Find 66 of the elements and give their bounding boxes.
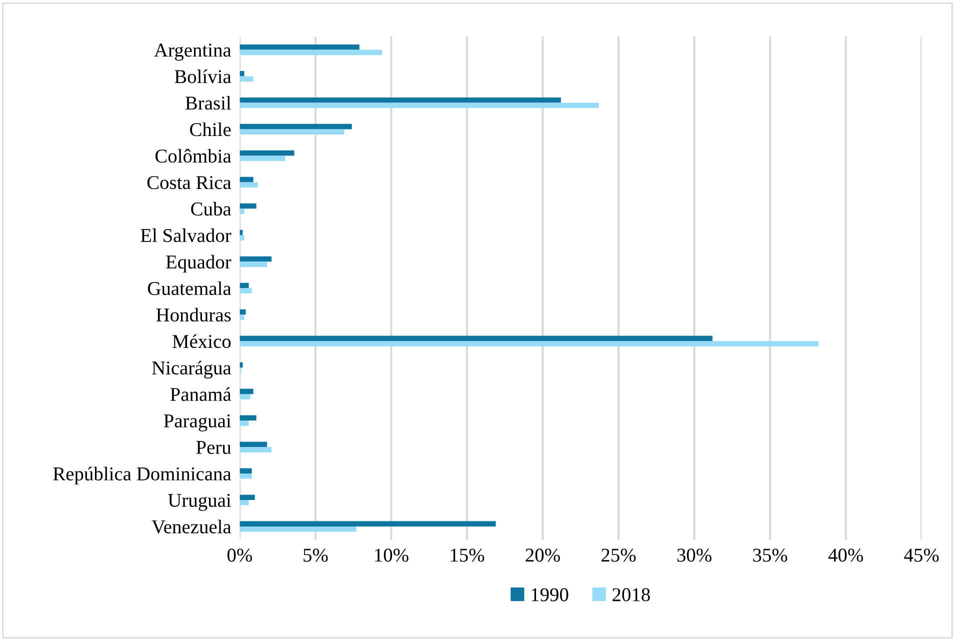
y-tick-label: El Salvador (140, 228, 232, 242)
x-tick-label: 5% (304, 548, 328, 562)
x-tick-label: 0% (227, 548, 252, 562)
bar (240, 336, 712, 342)
legend-label: 2018 (612, 588, 650, 602)
bar (240, 102, 599, 108)
bar (240, 447, 272, 452)
bar (240, 129, 344, 135)
bar (240, 526, 356, 532)
bar (240, 288, 252, 294)
y-tick-label: Costa Rica (147, 176, 232, 190)
x-tick-label: 35% (753, 548, 788, 562)
bar (240, 76, 254, 82)
x-tick-label: 40% (828, 548, 863, 562)
x-tick-label: 20% (526, 548, 560, 562)
bar (240, 442, 267, 448)
y-tick-label: Venezuela (152, 520, 232, 534)
bar (240, 70, 244, 76)
y-tick-label: Chile (190, 122, 231, 136)
bar (240, 124, 352, 130)
y-tick-label: México (172, 334, 231, 348)
bar (240, 394, 250, 400)
bar (240, 262, 267, 267)
legend-label: 1990 (532, 588, 568, 602)
y-tick-label: Guatemala (148, 281, 232, 296)
bar (240, 150, 294, 156)
y-tick-label: República Dominicana (53, 466, 232, 484)
y-tick-label: Cuba (191, 202, 232, 216)
bar (240, 388, 254, 394)
bar (240, 415, 256, 421)
bar (240, 256, 272, 262)
bar (240, 282, 249, 288)
bar (240, 44, 360, 50)
bar (240, 176, 254, 182)
y-tick-label: Bolívia (174, 69, 232, 84)
y-tick-label: Equador (166, 254, 232, 273)
y-tick-label: Argentina (154, 44, 232, 61)
x-tick-label: 15% (450, 548, 484, 562)
bar (240, 50, 382, 56)
bar (240, 235, 244, 240)
bar (240, 309, 246, 315)
bar (240, 420, 249, 426)
y-tick-label: Peru (196, 441, 232, 454)
x-tick-label: 45% (904, 548, 939, 562)
bar (240, 521, 496, 526)
y-tick-label: Paraguai (164, 414, 231, 432)
bar (240, 203, 256, 209)
y-tick-label: Uruguai (168, 494, 231, 511)
x-tick-label: 25% (602, 548, 636, 562)
x-tick-label: 30% (677, 548, 712, 562)
bar (240, 500, 249, 506)
y-tick-label: Brasil (185, 96, 231, 110)
bar (240, 468, 252, 474)
bar (240, 208, 244, 214)
bar (240, 314, 244, 320)
y-tick-label: Colômbia (155, 148, 232, 163)
bar (240, 182, 258, 188)
y-tick-label: Honduras (156, 308, 231, 322)
bar (240, 156, 286, 162)
bar (240, 341, 819, 346)
bar (240, 494, 255, 500)
bar (240, 474, 252, 479)
y-tick-label: Nicarágua (152, 360, 232, 379)
bar (240, 97, 561, 103)
y-tick-label: Panamá (170, 387, 232, 401)
x-tick-label: 10% (375, 548, 408, 562)
